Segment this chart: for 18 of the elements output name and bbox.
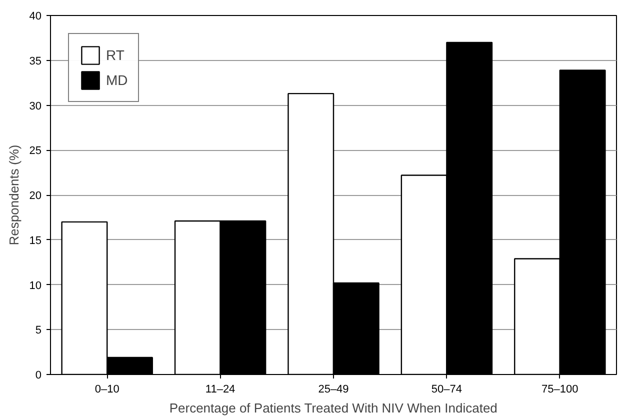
x-axis-title: Percentage of Patients Treated With NIV When Indicated xyxy=(169,400,498,416)
y-tick-label: 40 xyxy=(29,10,42,22)
y-tick-label: 0 xyxy=(35,370,42,382)
x-tick-label: 11–24 xyxy=(205,384,236,396)
legend-label: MD xyxy=(106,72,128,88)
y-tick-label: 35 xyxy=(29,55,42,68)
y-tick-label: 5 xyxy=(35,324,42,337)
y-tick-label: 25 xyxy=(29,145,42,158)
legend-label: RT xyxy=(106,47,126,63)
y-tick-label: 15 xyxy=(29,234,42,247)
x-tick-label: 75–100 xyxy=(542,384,578,396)
y-tick-label: 10 xyxy=(29,280,42,292)
x-tick-label: 25–49 xyxy=(318,384,349,396)
x-tick-label: 0–10 xyxy=(94,384,120,396)
y-axis-title: Respondents (%) xyxy=(6,144,22,246)
y-tick-label: 20 xyxy=(29,190,42,202)
y-tick-label: 30 xyxy=(29,100,42,112)
x-tick-label: 50–74 xyxy=(431,384,462,396)
